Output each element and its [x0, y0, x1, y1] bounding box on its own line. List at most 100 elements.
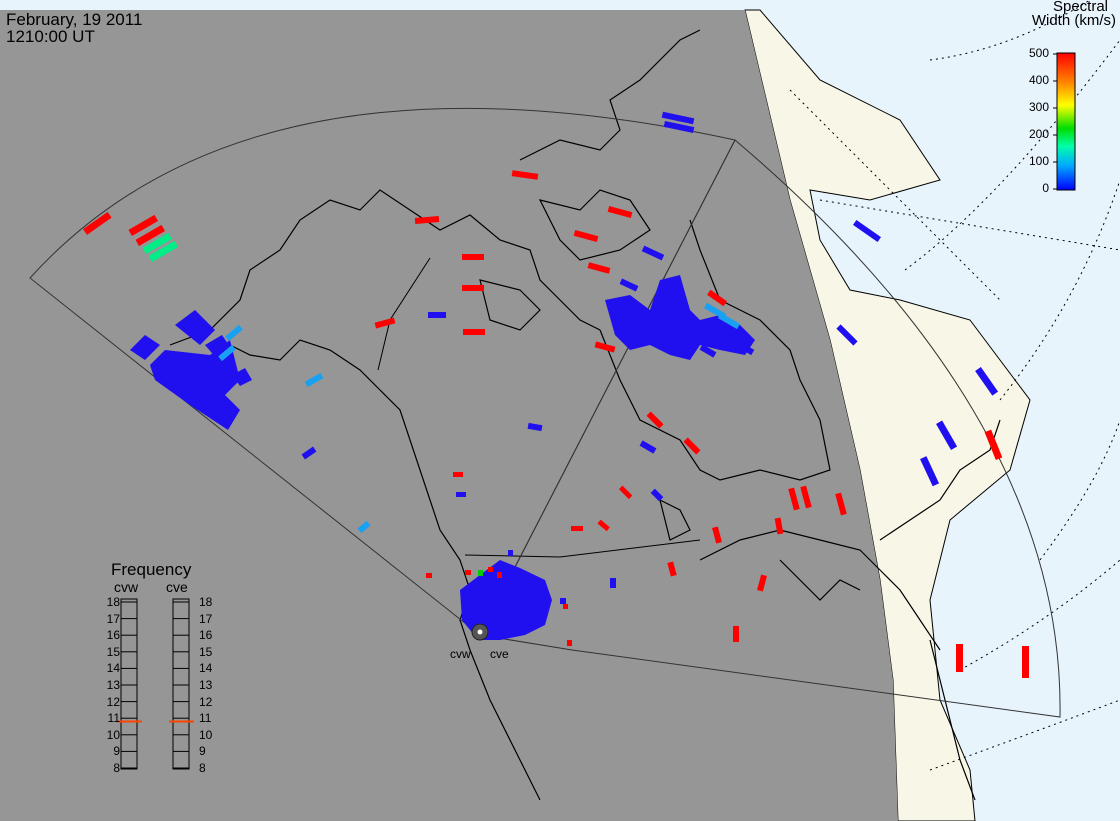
freq-tick-left: 14 — [106, 661, 120, 676]
echo-cell — [699, 344, 717, 358]
echo-cell — [618, 485, 633, 500]
freq-tick-right: 15 — [199, 644, 213, 659]
echo-cell — [135, 224, 165, 246]
echo-cell — [357, 520, 371, 534]
colorbar-ticks — [1053, 53, 1057, 190]
frequency-west-label: cvw — [114, 579, 139, 595]
echo-cell — [1022, 646, 1029, 678]
freq-tick-right: 16 — [199, 628, 213, 643]
echo-cell — [560, 598, 566, 604]
freq-tick-left: 12 — [106, 694, 120, 709]
echo-cell — [661, 111, 695, 125]
freq-tick-right: 9 — [199, 744, 206, 759]
echo-cell — [462, 254, 484, 260]
echo-patch — [232, 368, 252, 386]
freq-tick-left: 18 — [106, 595, 120, 609]
echo-patch — [460, 560, 552, 640]
echo-cell — [508, 550, 513, 556]
plot-time: 1210:00 UT — [6, 27, 95, 46]
echo-cell — [920, 456, 940, 487]
freq-tick-left: 16 — [106, 628, 120, 643]
echo-cell — [563, 604, 568, 609]
freq-tick-left: 8 — [113, 761, 120, 775]
freq-tick-left: 13 — [106, 678, 120, 692]
echo-cell — [619, 278, 639, 292]
echo-cell — [304, 372, 324, 388]
freq-tick-right: 17 — [199, 611, 213, 626]
echo-cell — [936, 420, 958, 450]
echo-cell — [975, 366, 999, 396]
colorbar — [1056, 52, 1076, 191]
echo-cell — [707, 289, 727, 307]
freq-tick-right: 14 — [199, 661, 213, 676]
radar-site-center — [477, 629, 483, 635]
echo-cell — [835, 492, 847, 516]
freq-column-cve — [172, 598, 190, 770]
echo-cell — [712, 526, 722, 544]
echo-cell — [594, 341, 616, 353]
colorbar-tick-label: 300 — [1028, 100, 1049, 114]
echo-cell — [567, 640, 572, 646]
echo-cell — [301, 446, 317, 460]
echo-cell — [573, 229, 599, 243]
freq-column-cvw — [120, 598, 138, 770]
echo-cell — [667, 561, 677, 577]
echo-cell — [128, 214, 158, 236]
echo-cell — [225, 324, 243, 342]
colorbar-tick-label: 400 — [1028, 73, 1049, 87]
freq-tick-left: 11 — [107, 711, 120, 726]
echo-cell — [956, 644, 963, 672]
echo-cell — [414, 215, 440, 225]
freq-tick-right: 18 — [199, 595, 213, 609]
freq-tick-right: 13 — [199, 678, 213, 692]
lat-lon-grid — [789, 0, 1120, 771]
echo-cell — [142, 232, 172, 254]
freq-tick-left: 15 — [106, 644, 120, 659]
colorbar-tick-label: 100 — [1028, 154, 1049, 168]
echo-cell — [218, 344, 236, 362]
echo-cell — [774, 517, 784, 535]
freq-tick-left: 10 — [106, 727, 120, 742]
echo-cell — [488, 567, 493, 572]
echo-cell — [650, 488, 664, 502]
frequency-columns — [117, 598, 194, 770]
echo-cell — [374, 317, 396, 329]
echo-cell — [497, 572, 502, 578]
echo-cell — [463, 329, 485, 335]
frequency-east-label: cve — [166, 579, 188, 595]
echo-cell — [788, 487, 800, 511]
echo-cell — [453, 472, 463, 477]
echo-cell — [527, 422, 543, 432]
coastlines — [169, 29, 1001, 801]
echo-cell — [426, 573, 432, 578]
freq-tick-right: 8 — [199, 761, 206, 775]
plot-date: February, 19 2011 — [6, 10, 143, 29]
echo-cell — [641, 245, 665, 261]
freq-tick-left: 9 — [113, 744, 120, 759]
freq-tick-left: 17 — [106, 611, 120, 626]
echo-cell — [683, 437, 701, 455]
echo-patch — [150, 340, 240, 430]
echo-cell — [428, 312, 446, 318]
colorbar-tick-label: 200 — [1028, 127, 1049, 141]
echo-cell — [663, 120, 695, 134]
scatter-echoes — [82, 111, 1029, 678]
echo-cell — [465, 570, 471, 575]
colorbar-title-line1: Spectral — [1052, 0, 1108, 15]
echo-cell — [733, 626, 739, 642]
echo-cell — [984, 429, 1003, 461]
freq-tick-right: 10 — [199, 727, 213, 742]
echo-cell — [836, 324, 858, 346]
colorbar-tick-label: 500 — [1028, 46, 1049, 60]
echo-cell — [456, 492, 466, 497]
freq-tick-right: 12 — [199, 694, 213, 709]
echo-cell — [735, 340, 755, 356]
echo-cell — [852, 219, 882, 243]
echo-patch — [130, 335, 160, 360]
colorbar-title-line2: Width (km/s) — [1031, 12, 1116, 29]
echo-cell — [571, 526, 583, 531]
frequency-title: Frequency — [111, 560, 192, 579]
echo-cell — [587, 262, 611, 274]
